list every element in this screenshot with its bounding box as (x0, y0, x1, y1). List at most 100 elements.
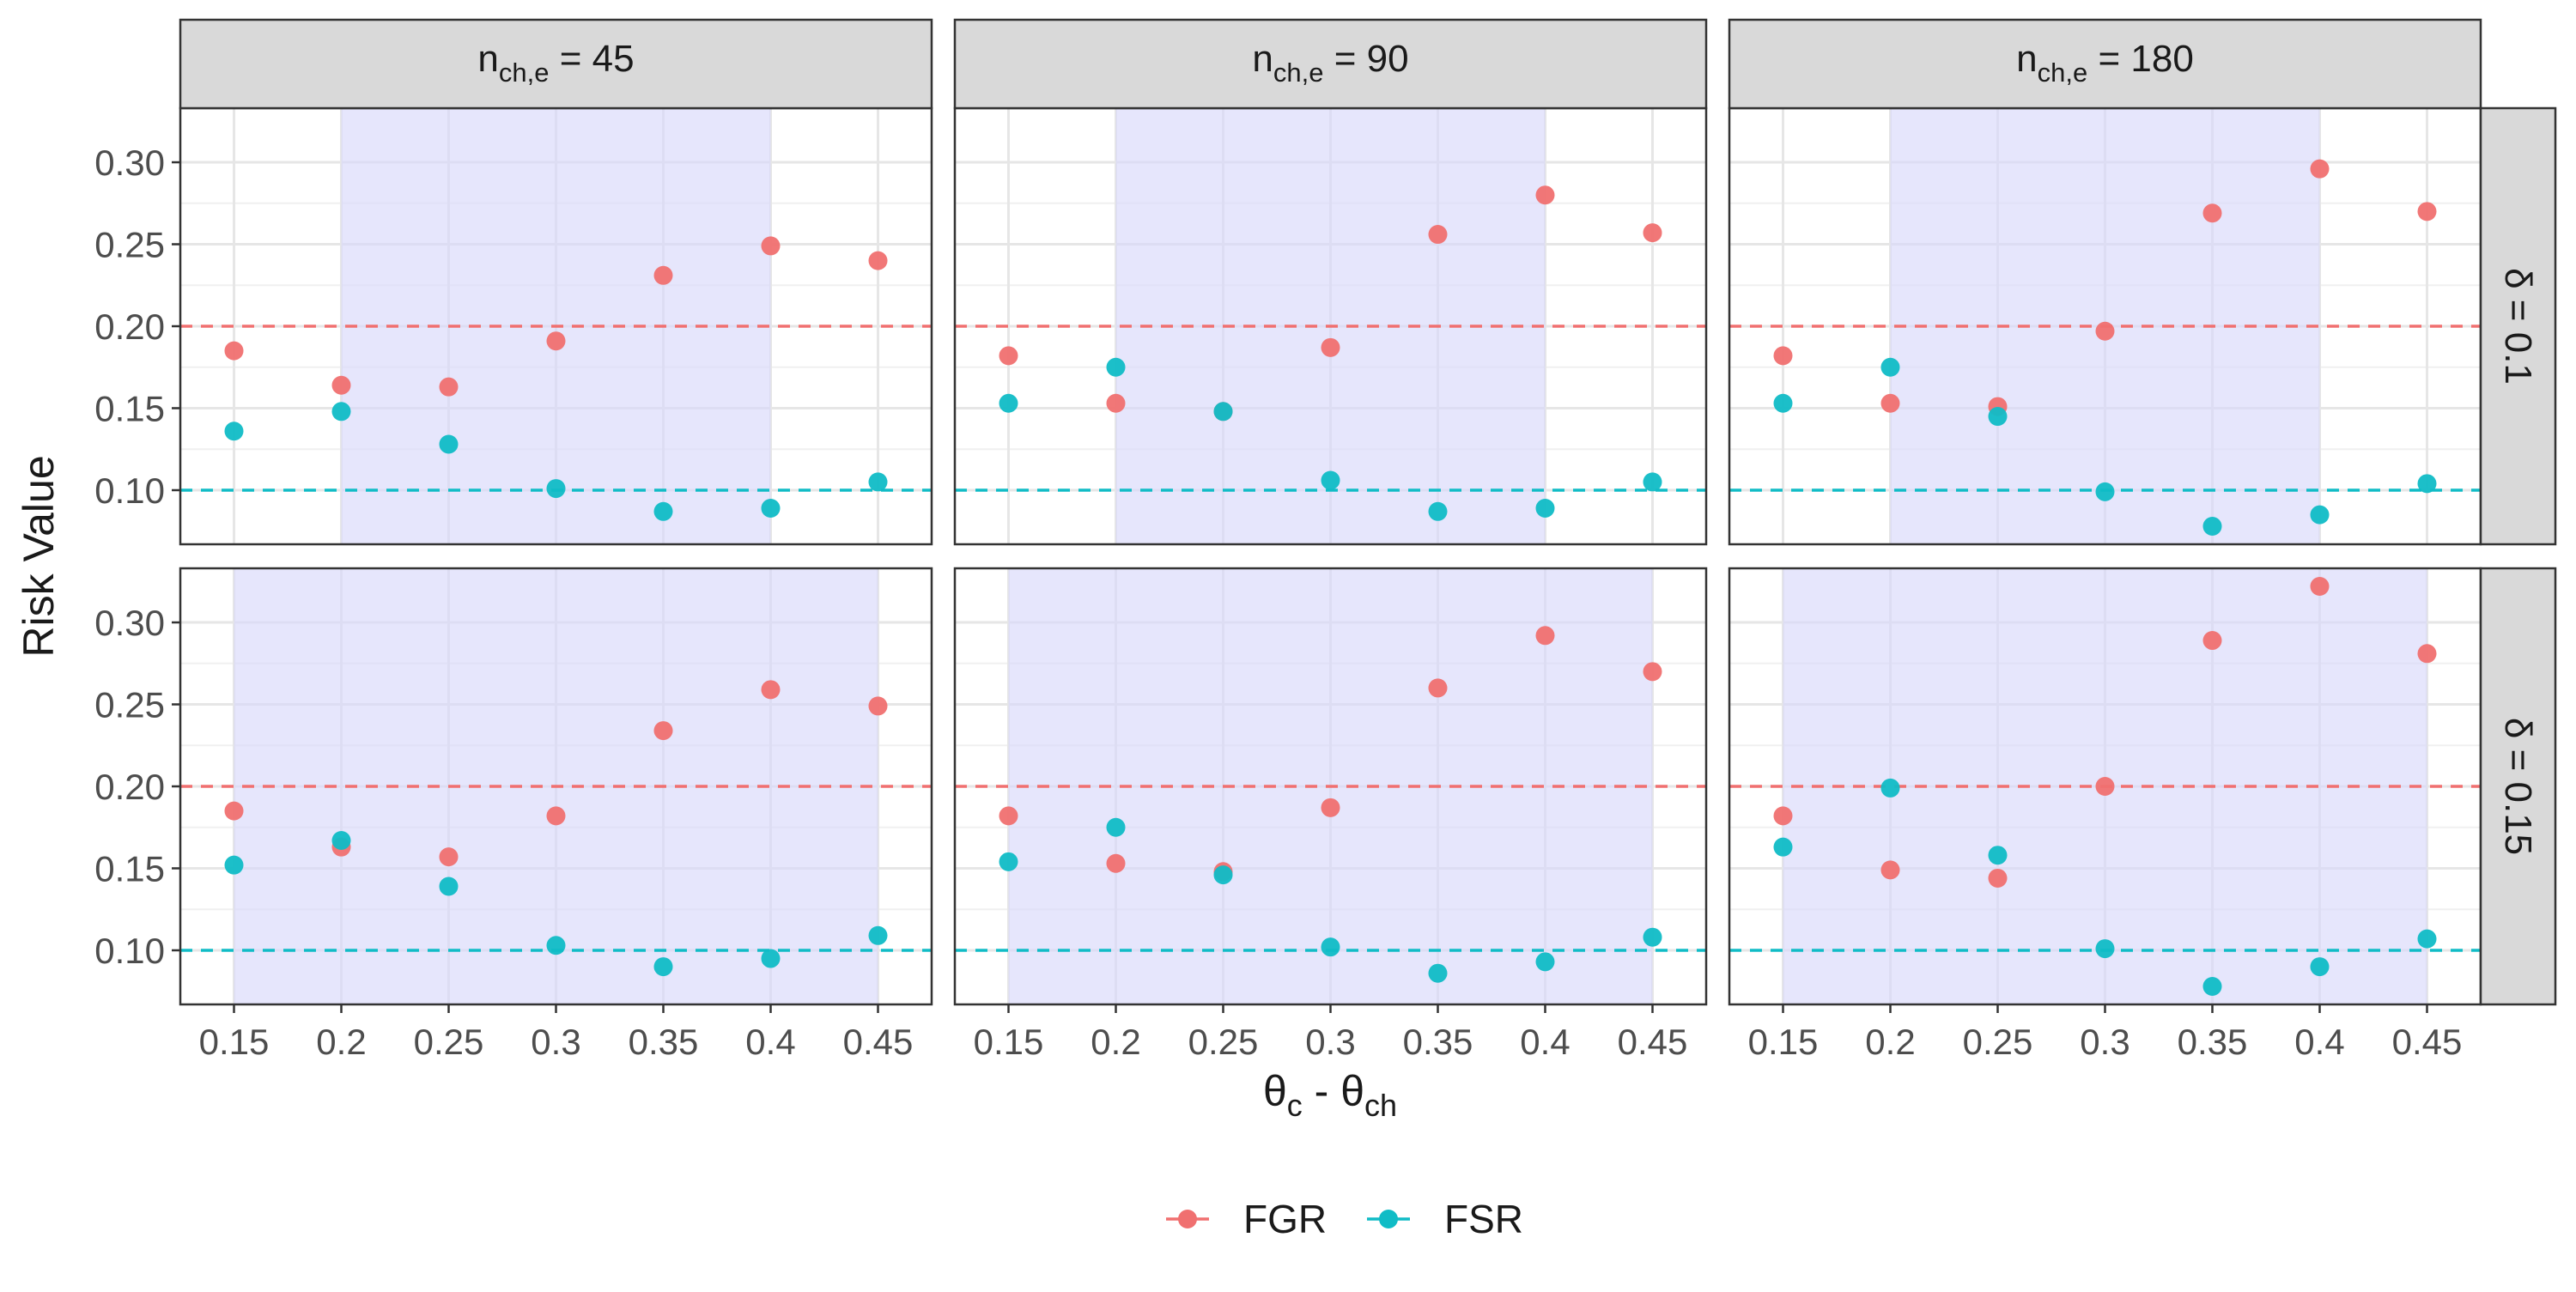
point-fsr-r0c2-0 (1773, 393, 1793, 413)
point-fsr-r1c2-3 (2095, 939, 2115, 959)
point-fgr-r1c2-2 (1988, 868, 2008, 888)
point-fgr-r1c2-5 (2310, 577, 2330, 597)
y-axis-title: Risk Value (15, 455, 63, 657)
point-fgr-r0c1-5 (1535, 185, 1555, 205)
row-strip-0 (2479, 106, 2557, 546)
x-tick-label-c0-1: 0.2 (316, 1022, 366, 1062)
point-fsr-r0c0-1 (331, 402, 351, 422)
x-tick-label-c2-6: 0.45 (2392, 1022, 2463, 1062)
point-fgr-r1c0-5 (761, 680, 781, 700)
col-strip-label-1: nch,e = 90 (1252, 38, 1408, 88)
point-fgr-r1c1-1 (1106, 853, 1126, 873)
point-fsr-r0c2-5 (2310, 505, 2330, 525)
point-fsr-r0c0-4 (653, 501, 673, 521)
point-fgr-r0c0-1 (331, 375, 351, 395)
point-fgr-r1c1-6 (1643, 662, 1662, 682)
x-tick-label-c1-2: 0.25 (1188, 1022, 1259, 1062)
point-fsr-r1c2-6 (2417, 929, 2437, 949)
point-fsr-r1c1-1 (1106, 817, 1126, 837)
point-fsr-r1c0-5 (761, 949, 781, 968)
row-strip-label-1: δ = 0.15 (2497, 718, 2539, 855)
point-fsr-r1c0-0 (224, 855, 244, 875)
y-tick-label-r0-0: 0.10 (94, 470, 165, 511)
x-tick-label-c1-3: 0.3 (1305, 1022, 1355, 1062)
point-fsr-r1c2-4 (2202, 976, 2222, 996)
point-fgr-r0c0-3 (546, 331, 566, 351)
x-axis-title: θc - θch (1263, 1067, 1397, 1123)
point-fsr-r0c0-3 (546, 479, 566, 499)
point-fgr-r0c0-2 (439, 377, 459, 397)
point-fgr-r1c2-4 (2202, 631, 2222, 651)
point-fgr-r0c0-5 (761, 236, 781, 256)
point-fgr-r0c1-1 (1106, 393, 1126, 413)
point-fsr-r1c1-0 (999, 852, 1018, 871)
point-fgr-r0c2-3 (2095, 321, 2115, 341)
y-tick-label-r0-3: 0.25 (94, 225, 165, 265)
x-tick-label-c2-0: 0.15 (1748, 1022, 1819, 1062)
point-fgr-r0c2-6 (2417, 202, 2437, 221)
point-fsr-r0c1-3 (1321, 470, 1340, 490)
y-tick-label-r1-4: 0.30 (94, 603, 165, 643)
point-fgr-r1c2-0 (1773, 806, 1793, 826)
y-tick-label-r1-1: 0.15 (94, 848, 165, 889)
point-fsr-r1c2-2 (1988, 846, 2008, 865)
col-strip-0 (179, 18, 933, 110)
point-fsr-r0c0-0 (224, 422, 244, 441)
x-tick-label-c2-1: 0.2 (1865, 1022, 1915, 1062)
point-fgr-r1c1-3 (1321, 798, 1340, 817)
point-fgr-r0c0-0 (224, 341, 244, 361)
point-fgr-r0c2-4 (2202, 203, 2222, 223)
point-fgr-r0c1-3 (1321, 337, 1340, 357)
point-fgr-r1c1-0 (999, 806, 1018, 826)
point-fsr-r0c1-1 (1106, 357, 1126, 377)
x-tick-label-c0-6: 0.45 (843, 1022, 914, 1062)
col-strip-1 (953, 18, 1708, 110)
x-tick-label-c0-3: 0.3 (531, 1022, 580, 1062)
point-fsr-r1c0-4 (653, 957, 673, 977)
y-tick-label-r0-2: 0.20 (94, 306, 165, 347)
row-strip-1 (2479, 567, 2557, 1006)
point-fsr-r0c2-4 (2202, 516, 2222, 536)
x-tick-label-c1-4: 0.35 (1403, 1022, 1473, 1062)
x-tick-label-c0-2: 0.25 (414, 1022, 484, 1062)
point-fsr-r0c1-4 (1428, 501, 1448, 521)
point-fgr-r1c0-2 (439, 847, 459, 867)
x-tick-label-c1-5: 0.4 (1520, 1022, 1570, 1062)
point-fgr-r1c0-3 (546, 806, 566, 826)
point-fsr-r1c0-3 (546, 936, 566, 955)
point-fgr-r0c0-6 (868, 251, 888, 270)
y-tick-label-r0-1: 0.15 (94, 388, 165, 428)
x-tick-label-c2-4: 0.35 (2178, 1022, 2248, 1062)
x-tick-label-c1-0: 0.15 (974, 1022, 1044, 1062)
point-fsr-r1c2-5 (2310, 957, 2330, 977)
point-fgr-r1c2-6 (2417, 644, 2437, 664)
point-fsr-r0c1-2 (1213, 402, 1233, 422)
legend-marker-fgr (1178, 1210, 1197, 1228)
point-fgr-r1c0-0 (224, 801, 244, 821)
point-fsr-r0c2-1 (1880, 357, 1900, 377)
point-fgr-r1c1-5 (1535, 626, 1555, 646)
point-fsr-r1c1-3 (1321, 937, 1340, 957)
point-fgr-r0c0-4 (653, 265, 673, 285)
point-fgr-r0c1-4 (1428, 225, 1448, 245)
y-tick-label-r1-2: 0.20 (94, 767, 165, 807)
col-strip-label-2: nch,e = 180 (2016, 38, 2194, 88)
point-fsr-r1c0-1 (331, 831, 351, 851)
col-strip-2 (1728, 18, 2482, 110)
point-fsr-r0c2-6 (2417, 474, 2437, 494)
point-fsr-r1c2-0 (1773, 837, 1793, 857)
col-strip-label-0: nch,e = 45 (477, 38, 634, 88)
x-tick-label-c0-0: 0.15 (199, 1022, 270, 1062)
legend-label-fgr: FGR (1243, 1197, 1327, 1241)
legend-marker-fsr (1379, 1210, 1398, 1228)
x-tick-label-c0-5: 0.4 (745, 1022, 795, 1062)
point-fsr-r1c1-5 (1535, 952, 1555, 972)
point-fsr-r1c0-6 (868, 925, 888, 945)
point-fsr-r0c0-5 (761, 498, 781, 518)
point-fgr-r0c1-0 (999, 346, 1018, 366)
point-fgr-r1c2-1 (1880, 860, 1900, 880)
point-fsr-r0c0-6 (868, 472, 888, 492)
point-fsr-r0c0-2 (439, 434, 459, 454)
